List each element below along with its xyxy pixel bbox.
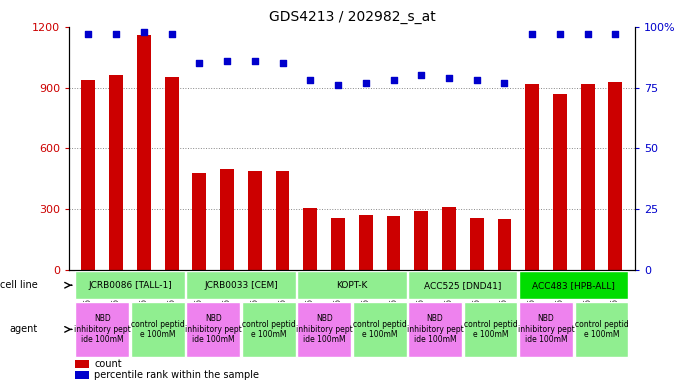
Text: NBD
inhibitory pept
ide 100mM: NBD inhibitory pept ide 100mM xyxy=(296,314,353,344)
Bar xyxy=(359,215,373,270)
Point xyxy=(83,31,94,37)
Bar xyxy=(408,271,518,300)
Bar xyxy=(220,169,234,270)
Point xyxy=(471,77,482,83)
Bar xyxy=(525,84,539,270)
Bar xyxy=(519,271,629,300)
Bar xyxy=(137,35,151,270)
Bar xyxy=(81,79,95,270)
Text: control peptid
e 100mM: control peptid e 100mM xyxy=(575,319,629,339)
Text: control peptid
e 100mM: control peptid e 100mM xyxy=(353,319,406,339)
Bar xyxy=(297,302,351,357)
Bar xyxy=(75,371,89,379)
Bar xyxy=(497,219,511,270)
Text: control peptid
e 100mM: control peptid e 100mM xyxy=(131,319,185,339)
Text: KOPT-K: KOPT-K xyxy=(336,281,368,290)
Bar xyxy=(464,302,518,357)
Title: GDS4213 / 202982_s_at: GDS4213 / 202982_s_at xyxy=(268,10,435,25)
Bar xyxy=(248,170,262,270)
Point xyxy=(249,58,260,64)
Point xyxy=(444,75,455,81)
Point xyxy=(277,60,288,66)
Bar xyxy=(186,271,295,300)
Bar xyxy=(442,207,456,270)
Point xyxy=(388,77,399,83)
Bar xyxy=(275,170,290,270)
Bar xyxy=(109,76,123,270)
Text: NBD
inhibitory pept
ide 100mM: NBD inhibitory pept ide 100mM xyxy=(406,314,464,344)
Bar xyxy=(575,302,629,357)
Point xyxy=(499,79,510,86)
Bar xyxy=(131,302,185,357)
Bar xyxy=(408,302,462,357)
Bar xyxy=(386,216,400,270)
Text: control peptid
e 100mM: control peptid e 100mM xyxy=(241,319,295,339)
Text: NBD
inhibitory pept
ide 100mM: NBD inhibitory pept ide 100mM xyxy=(518,314,574,344)
Bar xyxy=(553,94,567,270)
Text: ACC483 [HPB-ALL]: ACC483 [HPB-ALL] xyxy=(533,281,615,290)
Point xyxy=(110,31,121,37)
Point xyxy=(166,31,177,37)
Point xyxy=(582,31,593,37)
Bar xyxy=(193,173,206,270)
Point xyxy=(415,73,426,79)
Point xyxy=(526,31,538,37)
Text: count: count xyxy=(95,359,122,369)
Bar xyxy=(470,218,484,270)
Bar xyxy=(75,360,89,368)
Point xyxy=(360,79,371,86)
Bar xyxy=(581,84,595,270)
Point xyxy=(610,31,621,37)
Bar xyxy=(75,302,129,357)
Bar xyxy=(331,218,345,270)
Bar xyxy=(241,302,295,357)
Text: JCRB0086 [TALL-1]: JCRB0086 [TALL-1] xyxy=(88,281,172,290)
Bar xyxy=(75,271,185,300)
Text: NBD
inhibitory pept
ide 100mM: NBD inhibitory pept ide 100mM xyxy=(185,314,242,344)
Point xyxy=(221,58,233,64)
Bar xyxy=(519,302,573,357)
Point xyxy=(139,29,150,35)
Point xyxy=(333,82,344,88)
Bar xyxy=(186,302,240,357)
Bar xyxy=(609,81,622,270)
Text: cell line: cell line xyxy=(0,280,38,290)
Point xyxy=(305,77,316,83)
Point xyxy=(554,31,565,37)
Bar xyxy=(297,271,406,300)
Bar xyxy=(304,208,317,270)
Text: agent: agent xyxy=(10,324,38,334)
Text: NBD
inhibitory pept
ide 100mM: NBD inhibitory pept ide 100mM xyxy=(74,314,130,344)
Text: JCRB0033 [CEM]: JCRB0033 [CEM] xyxy=(204,281,278,290)
Text: control peptid
e 100mM: control peptid e 100mM xyxy=(464,319,518,339)
Text: percentile rank within the sample: percentile rank within the sample xyxy=(95,370,259,380)
Bar xyxy=(165,78,179,270)
Point xyxy=(194,60,205,66)
Text: ACC525 [DND41]: ACC525 [DND41] xyxy=(424,281,502,290)
Bar xyxy=(353,302,406,357)
Bar xyxy=(414,211,428,270)
